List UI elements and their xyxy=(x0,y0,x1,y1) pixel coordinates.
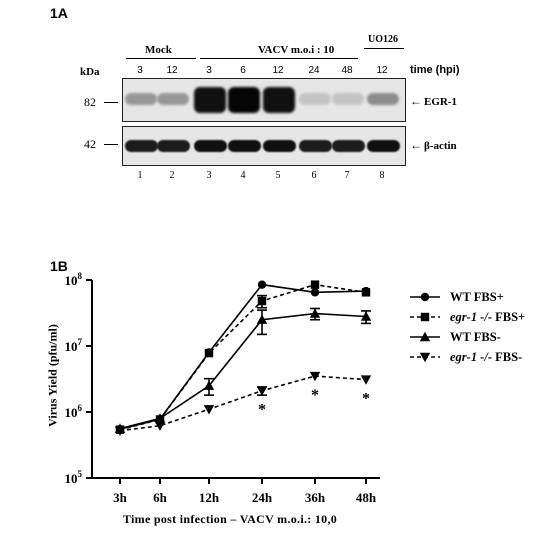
mw-82-label: 82 xyxy=(84,95,96,109)
x-tick-label: 48h xyxy=(356,490,377,505)
mw-82-tick xyxy=(104,102,118,103)
series-3-point xyxy=(154,413,166,423)
series-line-3 xyxy=(119,312,367,430)
egr1-band-lane-2 xyxy=(157,93,189,105)
egr1-band-label: EGR-1 xyxy=(424,96,457,108)
lane-number-2: 2 xyxy=(169,170,175,181)
series-2-point xyxy=(204,348,214,358)
egr1-band-lane-7 xyxy=(332,93,364,105)
actin-band-lane-8 xyxy=(367,140,400,152)
series-2-point xyxy=(257,296,267,306)
legend-label-3: WT FBS- xyxy=(450,330,501,344)
significance-asterisk: * xyxy=(258,402,266,419)
egr1-band-lane-5 xyxy=(263,87,295,113)
group-vacv-line xyxy=(200,58,358,59)
lane-time-4: 6 xyxy=(240,65,246,76)
series-3-point xyxy=(256,314,268,324)
legend-marker-2 xyxy=(420,312,430,322)
lane-number-3: 3 xyxy=(206,170,212,181)
lane-number-5: 5 xyxy=(275,170,281,181)
legend-label-4: egr-1 -/- FBS- xyxy=(450,350,522,364)
lane-number-7: 7 xyxy=(344,170,350,181)
lane-number-6: 6 xyxy=(311,170,317,181)
mw-42-tick xyxy=(104,144,118,145)
kda-label: kDa xyxy=(80,66,100,78)
actin-band-lane-2 xyxy=(157,140,190,152)
lane-time-1: 3 xyxy=(137,65,143,76)
y-tick-label: 106 xyxy=(65,403,83,420)
legend-label-1: WT FBS+ xyxy=(450,290,504,304)
lane-time-7: 48 xyxy=(341,65,353,76)
actin-arrow: ← xyxy=(410,138,422,152)
lane-number-8: 8 xyxy=(379,170,385,181)
y-tick-label: 105 xyxy=(65,469,83,486)
series-4-point xyxy=(154,421,166,431)
panel-b-label: 1B xyxy=(50,258,68,274)
y-axis-title: Virus Yield (pfu/ml) xyxy=(45,324,60,427)
legend-marker-1 xyxy=(420,292,430,302)
series-4-point xyxy=(256,386,268,396)
lane-time-6: 24 xyxy=(308,65,320,76)
lane-time-3: 3 xyxy=(206,65,212,76)
time-label: time (hpi) xyxy=(410,64,460,76)
actin-band-label: β-actin xyxy=(424,140,457,152)
lane-time-8: 12 xyxy=(376,65,388,76)
actin-band-lane-1 xyxy=(125,140,158,152)
x-axis-title: Time post infection – VACV m.o.i.: 10,0 xyxy=(122,512,338,526)
egr1-arrow: ← xyxy=(410,94,422,108)
lane-number-4: 4 xyxy=(240,170,246,181)
lane-number-1: 1 xyxy=(137,170,143,181)
series-4-point xyxy=(114,426,126,436)
series-3-point xyxy=(203,380,215,390)
y-tick-label: 107 xyxy=(65,337,83,354)
lane-time-2: 12 xyxy=(166,65,178,76)
series-3-point xyxy=(360,311,372,321)
y-tick-label: 108 xyxy=(65,271,83,288)
group-vacv-label: VACV m.o.i : 10 xyxy=(258,44,335,56)
series-line-1 xyxy=(119,283,367,430)
x-tick-label: 12h xyxy=(199,490,220,505)
significance-asterisk: * xyxy=(311,387,319,404)
group-u0126-line xyxy=(364,48,404,49)
series-2-point xyxy=(361,288,371,297)
x-tick-label: 3h xyxy=(113,490,128,505)
group-mock-line xyxy=(126,58,196,59)
actin-band-lane-4 xyxy=(228,140,261,152)
series-1-point xyxy=(257,280,267,289)
egr1-blot xyxy=(122,78,406,122)
mw-42-label: 42 xyxy=(84,137,96,151)
actin-band-lane-3 xyxy=(194,140,227,152)
series-1-point xyxy=(310,288,320,297)
significance-asterisk: * xyxy=(362,391,370,408)
actin-band-lane-5 xyxy=(263,140,296,152)
series-4-point xyxy=(203,405,215,415)
group-mock-label: Mock xyxy=(145,44,172,56)
legend-marker-4 xyxy=(419,352,431,363)
egr1-band-lane-3 xyxy=(194,87,226,113)
egr1-band-lane-1 xyxy=(125,93,157,105)
series-line-4 xyxy=(119,375,367,432)
panel-a-label: 1A xyxy=(50,5,68,21)
actin-band-lane-7 xyxy=(332,140,365,152)
series-4-point xyxy=(360,375,372,385)
egr1-band-lane-4 xyxy=(228,87,260,113)
series-line-2 xyxy=(119,283,367,431)
series-2-point xyxy=(310,280,320,289)
series-3-point xyxy=(309,308,321,318)
actin-blot xyxy=(122,126,406,166)
group-u0126-label: UO126 xyxy=(368,34,398,45)
x-tick-label: 6h xyxy=(153,490,168,505)
x-tick-label: 24h xyxy=(252,490,273,505)
egr1-band-lane-8 xyxy=(367,93,399,105)
actin-band-lane-6 xyxy=(299,140,332,152)
egr1-band-lane-6 xyxy=(299,93,331,105)
lane-time-5: 12 xyxy=(272,65,284,76)
legend-marker-3 xyxy=(419,331,431,342)
series-4-point xyxy=(309,371,321,382)
legend-label-2: egr-1 -/- FBS+ xyxy=(450,310,525,324)
x-tick-label: 36h xyxy=(305,490,326,505)
